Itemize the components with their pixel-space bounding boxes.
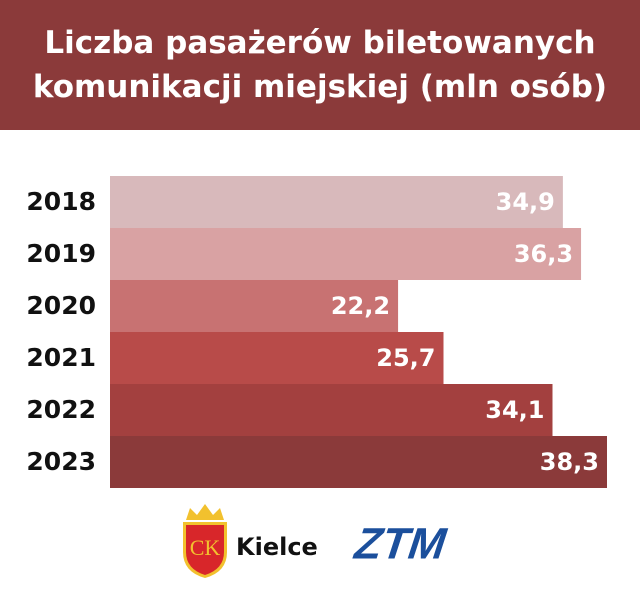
city-name: Kielce: [236, 533, 318, 561]
y-tick-label: 2020: [26, 291, 96, 320]
value-label: 34,1: [485, 396, 544, 424]
y-tick-label: 2019: [26, 239, 96, 268]
chart-title: Liczba pasażerów biletowanych komunikacj…: [32, 25, 608, 105]
crown: [186, 504, 224, 520]
header: Liczba pasażerów biletowanych komunikacj…: [0, 0, 640, 130]
y-tick-label: 2023: [26, 447, 96, 476]
crest: CK: [183, 504, 227, 578]
value-label: 38,3: [540, 448, 599, 476]
bar: [110, 384, 553, 436]
bar: [110, 176, 563, 228]
y-tick-label: 2021: [26, 343, 96, 372]
value-label: 22,2: [331, 292, 390, 320]
value-label: 36,3: [514, 240, 573, 268]
shield-inner: [186, 525, 224, 575]
bar: [110, 436, 607, 488]
bar: [110, 228, 582, 280]
value-label: 34,9: [496, 188, 555, 216]
bar: [110, 332, 444, 384]
transit-logo: ZTM: [348, 519, 455, 569]
y-tick-label: 2018: [26, 187, 96, 216]
y-tick-label: 2022: [26, 395, 96, 424]
value-label: 25,7: [376, 344, 435, 372]
transit-text: ZTM: [348, 519, 455, 569]
crest-text: CK: [190, 535, 221, 560]
bar: [110, 280, 399, 332]
